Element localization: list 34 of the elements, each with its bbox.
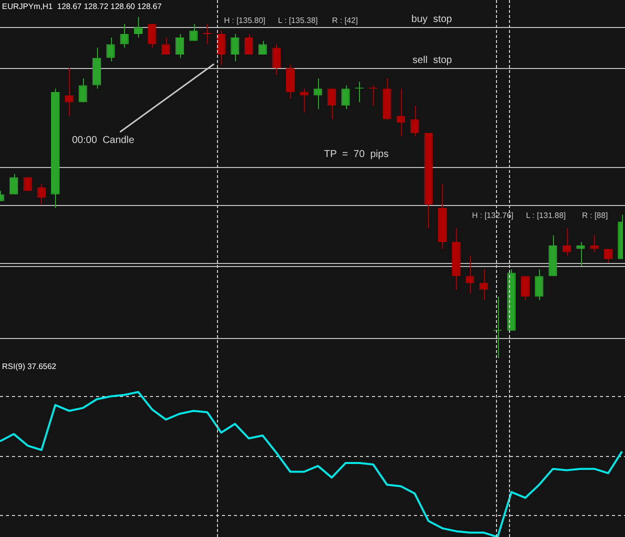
candlestick (64, 68, 74, 116)
candlestick (327, 88, 336, 120)
candlestick (590, 234, 599, 253)
annotation: R : [42] (332, 16, 358, 26)
candlestick (216, 30, 226, 66)
candlestick (534, 268, 544, 301)
annotation: TP = 70 pips (324, 148, 389, 160)
chart-title: RSI(9) 37.6562 (2, 362, 57, 372)
candlestick (10, 173, 18, 195)
annotation: R : [88] (582, 211, 608, 220)
candlestick (466, 255, 474, 294)
annotation: L : [135.38] (278, 16, 318, 26)
candlestick (341, 84, 350, 110)
candlestick (576, 242, 585, 266)
candlestick (272, 44, 281, 76)
ref-line-label: sell stop (412, 54, 452, 66)
chart-title: EURJPYm,H1 128.67 128.72 128.60 128.67 (2, 2, 162, 12)
annotation: H : [135.80] (224, 16, 266, 26)
ref-line-label: buy stop (411, 14, 452, 25)
candlestick (520, 276, 530, 301)
candlestick (78, 78, 88, 103)
candlestick (314, 78, 322, 110)
candlestick (396, 88, 406, 137)
candlestick (300, 88, 308, 113)
candlestick (244, 34, 254, 56)
candlestick (286, 64, 295, 100)
candlestick (175, 34, 184, 58)
annotation: L : [131.88] (526, 211, 566, 220)
annotation: 00:00 Candle (72, 134, 135, 146)
candlestick (230, 34, 240, 62)
candlestick (203, 23, 212, 45)
candlestick (562, 228, 571, 256)
candlestick (479, 268, 488, 301)
candlestick (148, 23, 156, 48)
